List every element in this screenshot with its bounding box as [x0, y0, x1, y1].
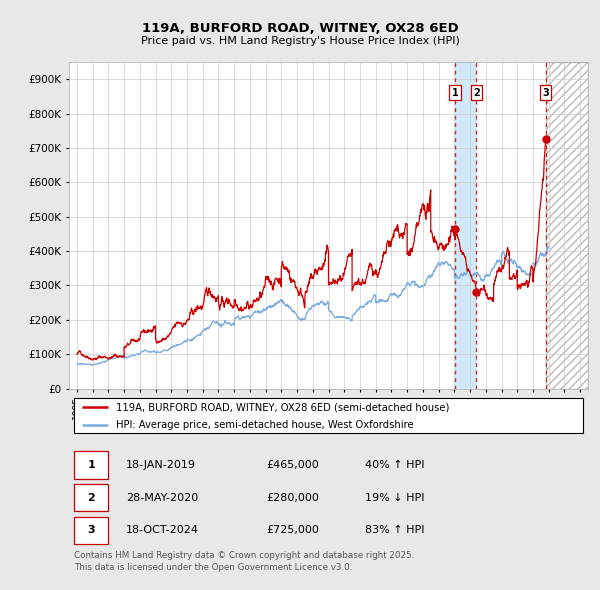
Text: 19% ↓ HPI: 19% ↓ HPI [365, 493, 424, 503]
Text: 1: 1 [88, 460, 95, 470]
Text: £280,000: £280,000 [266, 493, 319, 503]
Text: Contains HM Land Registry data © Crown copyright and database right 2025.
This d: Contains HM Land Registry data © Crown c… [74, 551, 415, 572]
Text: 119A, BURFORD ROAD, WITNEY, OX28 6ED: 119A, BURFORD ROAD, WITNEY, OX28 6ED [142, 22, 458, 35]
Text: 2: 2 [88, 493, 95, 503]
Text: 40% ↑ HPI: 40% ↑ HPI [365, 460, 424, 470]
Text: Price paid vs. HM Land Registry's House Price Index (HPI): Price paid vs. HM Land Registry's House … [140, 37, 460, 46]
Text: HPI: Average price, semi-detached house, West Oxfordshire: HPI: Average price, semi-detached house,… [116, 419, 413, 430]
Text: 3: 3 [88, 525, 95, 535]
FancyBboxPatch shape [74, 484, 108, 512]
FancyBboxPatch shape [74, 451, 108, 478]
Text: 2: 2 [473, 88, 480, 98]
Bar [545, 62, 588, 389]
Text: 28-MAY-2020: 28-MAY-2020 [126, 493, 199, 503]
Text: 18-JAN-2019: 18-JAN-2019 [126, 460, 196, 470]
Text: 83% ↑ HPI: 83% ↑ HPI [365, 525, 424, 535]
FancyBboxPatch shape [74, 517, 108, 544]
Text: 18-OCT-2024: 18-OCT-2024 [126, 525, 199, 535]
Text: 3: 3 [542, 88, 549, 98]
FancyBboxPatch shape [74, 398, 583, 434]
Text: 1: 1 [452, 88, 458, 98]
Text: £725,000: £725,000 [266, 525, 319, 535]
Bar [455, 62, 476, 389]
Bar [545, 62, 588, 389]
Text: £465,000: £465,000 [266, 460, 319, 470]
Text: 119A, BURFORD ROAD, WITNEY, OX28 6ED (semi-detached house): 119A, BURFORD ROAD, WITNEY, OX28 6ED (se… [116, 402, 449, 412]
